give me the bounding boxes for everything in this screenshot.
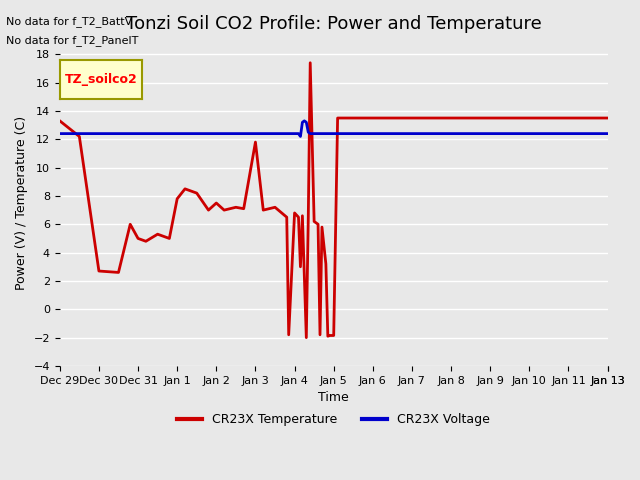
CR23X Voltage [305,129,312,135]
CR23X Voltage [115,131,122,136]
CR23X Voltage [369,131,377,136]
CR23X Voltage [154,131,161,136]
CR23X Voltage [173,131,181,136]
CR23X Temperature [322,261,330,267]
CR23X Temperature [604,115,611,121]
CR23X Voltage [447,131,455,136]
CR23X Voltage [486,131,494,136]
CR23X Voltage [271,131,279,136]
CR23X Voltage [232,131,240,136]
CR23X Temperature [307,60,314,66]
Text: No data for f_T2_PanelT: No data for f_T2_PanelT [6,35,139,46]
CR23X Voltage [303,120,310,125]
CR23X Voltage [525,131,533,136]
CR23X Voltage [298,120,306,125]
CR23X Temperature [324,333,332,339]
CR23X Voltage [56,131,63,136]
CR23X Temperature [303,335,310,340]
CR23X Voltage [95,131,103,136]
CR23X Temperature [173,196,181,202]
Y-axis label: Power (V) / Temperature (C): Power (V) / Temperature (C) [15,116,28,290]
CR23X Voltage [294,131,302,136]
CR23X Voltage [467,131,474,136]
CR23X Voltage [193,131,200,136]
CR23X Voltage [76,131,83,136]
CR23X Voltage [307,131,314,136]
CR23X Voltage [310,131,318,136]
CR23X Voltage [564,131,572,136]
CR23X Temperature [283,214,291,220]
CR23X Temperature [336,115,344,121]
CR23X Voltage [134,131,142,136]
CR23X Voltage [506,131,514,136]
CR23X Voltage [604,131,611,136]
CR23X Voltage [584,131,592,136]
CR23X Voltage [428,131,435,136]
CR23X Temperature [316,332,324,337]
Title: Tonzi Soil CO2 Profile: Power and Temperature: Tonzi Soil CO2 Profile: Power and Temper… [126,15,541,33]
CR23X Voltage [296,133,304,139]
CR23X Voltage [545,131,553,136]
Line: CR23X Voltage: CR23X Voltage [60,121,607,136]
CR23X Voltage [252,131,259,136]
CR23X Voltage [349,131,357,136]
CR23X Voltage [330,131,337,136]
Legend: CR23X Temperature, CR23X Voltage: CR23X Temperature, CR23X Voltage [172,408,495,432]
CR23X Voltage [408,131,416,136]
CR23X Voltage [212,131,220,136]
Line: CR23X Temperature: CR23X Temperature [60,63,607,337]
CR23X Temperature [56,118,63,124]
Text: No data for f_T2_BattV: No data for f_T2_BattV [6,16,132,27]
CR23X Voltage [301,118,308,124]
X-axis label: Time: Time [318,391,349,404]
CR23X Voltage [388,131,396,136]
